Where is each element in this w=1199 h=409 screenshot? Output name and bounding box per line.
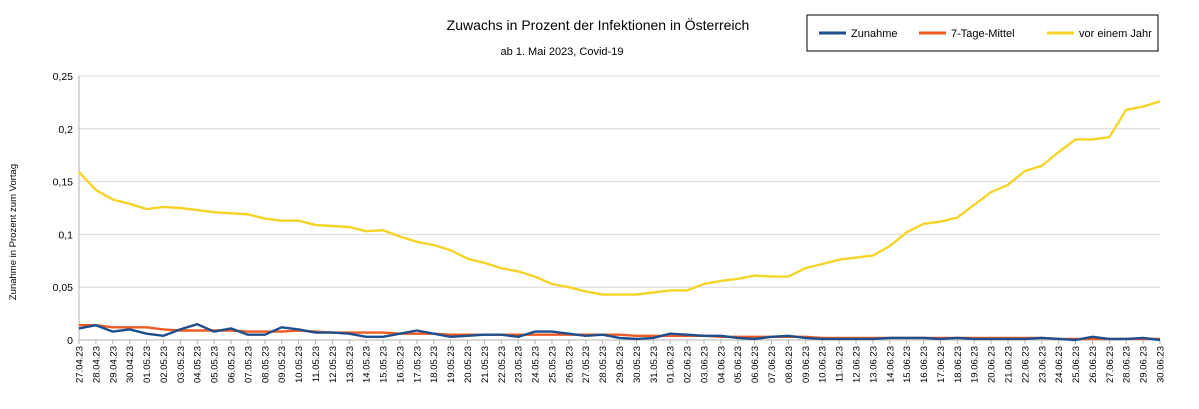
x-tick-label: 05.05.23 [210,346,221,383]
legend-label: 7-Tage-Mittel [951,28,1015,40]
x-tick-label: 02.06.23 [683,346,694,383]
x-tick-label: 05.06.23 [733,346,744,383]
legend-label: Zunahme [851,28,897,40]
x-tick-label: 13.06.23 [868,346,879,383]
x-tick-label: 27.05.23 [581,346,592,383]
x-tick-label: 11.05.23 [311,346,322,382]
x-tick-label: 14.05.23 [362,346,373,383]
series-lines [78,100,1161,342]
x-tick-label: 31.05.23 [649,346,660,383]
x-tick-label: 26.06.23 [1088,346,1099,383]
x-tick-label: 03.06.23 [699,346,710,383]
x-tick-label: 22.06.23 [1020,346,1031,383]
x-tick-label: 24.05.23 [531,346,542,383]
x-tick-label: 19.06.23 [970,346,981,383]
x-tick-label: 06.06.23 [750,346,761,383]
x-tick-label: 11.06.23 [835,346,846,382]
x-tick-label: 01.06.23 [666,346,677,383]
x-tick-label: 23.05.23 [514,346,525,383]
x-tick-label: 12.05.23 [328,346,339,383]
x-tick-label: 15.05.23 [379,346,390,383]
x-tick-label: 18.06.23 [953,346,964,383]
chart-subtitle: ab 1. Mai 2023, Covid-19 [501,46,624,58]
series-line-2 [78,100,1161,296]
x-tick-label: 19.05.23 [446,346,457,383]
x-tick-label: 16.05.23 [395,346,406,383]
y-tick-label: 0,25 [53,71,74,83]
x-tick-label: 12.06.23 [851,346,862,383]
y-tick-label: 0,05 [53,282,74,294]
y-tick-label: 0 [67,335,73,347]
legend: Zunahme 7-Tage-Mittel vor einem Jahr [806,14,1159,52]
x-tick-label: 18.05.23 [429,346,440,383]
x-tick-label: 22.05.23 [497,346,508,383]
y-tick-label: 0,2 [58,124,73,136]
x-tick-label: 28.05.23 [598,346,609,383]
x-tick-label: 25.06.23 [1071,346,1082,383]
x-tick-label: 25.05.23 [547,346,558,383]
x-tick-label: 04.05.23 [193,346,204,383]
x-tick-label: 21.05.23 [480,346,491,383]
x-tick-label: 29.04.23 [108,346,119,383]
x-tick-label: 23.06.23 [1037,346,1048,383]
x-tick-label: 01.05.23 [142,346,153,383]
x-axis: 27.04.23 28.04.23 29.04.23 30.04.23 01.05.23… [75,340,1167,383]
x-tick-label: 02.05.23 [159,346,170,383]
x-tick-label: 06.05.23 [227,346,238,383]
x-tick-label: 07.06.23 [767,346,778,383]
x-tick-label: 30.05.23 [632,346,643,383]
x-tick-label: 29.05.23 [615,346,626,383]
x-tick-label: 15.06.23 [902,346,913,383]
x-tick-label: 28.04.23 [91,346,102,383]
x-tick-label: 14.06.23 [885,346,896,383]
x-tick-label: 13.05.23 [345,346,356,383]
legend-box [806,14,1159,52]
x-tick-label: 20.05.23 [463,346,474,383]
y-axis: 0 0,05 0,1 0,15 0,2 0,25 [53,71,74,347]
x-tick-label: 10.05.23 [294,346,305,383]
x-tick-label: 20.06.23 [987,346,998,383]
x-tick-label: 24.06.23 [1054,346,1065,383]
x-tick-label: 29.06.23 [1139,346,1150,383]
x-tick-label: 21.06.23 [1003,346,1014,383]
x-tick-label: 17.05.23 [412,346,423,383]
x-tick-label: 09.05.23 [277,346,288,383]
x-tick-label: 04.06.23 [716,346,727,383]
y-tick-label: 0,15 [53,177,74,189]
x-tick-label: 09.06.23 [801,346,812,383]
legend-label: vor einem Jahr [1079,28,1152,40]
y-axis-label: Zunahme in Prozent zum Vortag [8,164,19,300]
x-tick-label: 27.06.23 [1105,346,1116,383]
x-tick-label: 08.05.23 [260,346,271,383]
x-tick-label: 10.06.23 [818,346,829,383]
y-tick-label: 0,1 [58,229,73,241]
chart-title: Zuwachs in Prozent der Infektionen in Ös… [447,16,750,33]
x-tick-label: 27.04.23 [75,346,86,383]
x-tick-label: 26.05.23 [564,346,575,383]
x-tick-label: 08.06.23 [784,346,795,383]
x-tick-label: 30.04.23 [125,346,136,383]
x-tick-label: 30.06.23 [1156,346,1167,383]
x-tick-label: 28.06.23 [1122,346,1133,383]
x-tick-label: 03.05.23 [176,346,187,383]
series-line-0 [78,323,1161,342]
grid [78,75,1160,341]
x-tick-label: 07.05.23 [243,346,254,383]
x-tick-label: 16.06.23 [919,346,930,383]
x-tick-label: 17.06.23 [936,346,947,383]
